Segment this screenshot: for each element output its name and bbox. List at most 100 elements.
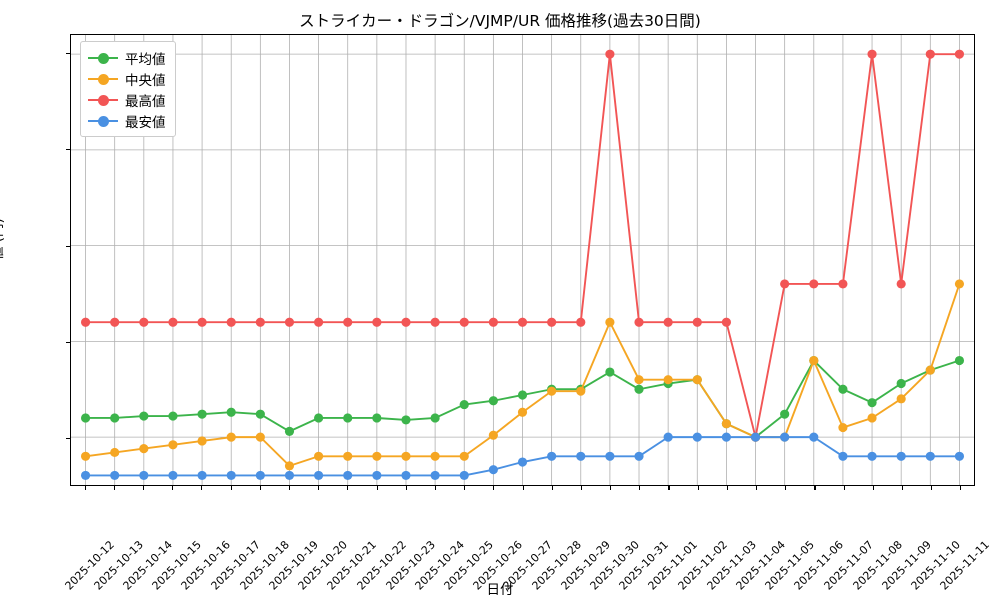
- legend-label: 平均値: [125, 51, 166, 68]
- data-point: [284, 317, 295, 327]
- data-point: [197, 436, 207, 446]
- x-axis-tick-mark: [814, 486, 816, 490]
- x-axis-tick-mark: [580, 486, 582, 490]
- y-axis-label: 値 (円): [0, 218, 6, 260]
- x-axis-tick-mark: [347, 486, 349, 490]
- data-point: [605, 451, 615, 461]
- x-axis-tick-mark: [610, 486, 612, 490]
- y-axis-tick-mark: [66, 53, 70, 55]
- x-axis-tick-mark: [230, 486, 232, 490]
- data-point: [430, 451, 440, 461]
- x-axis-label: 日付: [486, 582, 514, 598]
- data-point: [663, 432, 673, 442]
- x-axis-tick-mark: [434, 486, 436, 490]
- legend-swatch-icon: [88, 93, 118, 107]
- data-point: [314, 451, 324, 461]
- legend-label: 中央値: [125, 72, 166, 89]
- data-point: [372, 451, 382, 461]
- data-point: [954, 451, 965, 461]
- x-axis-tick-mark: [931, 486, 933, 490]
- data-point: [925, 451, 935, 461]
- x-axis-tick-mark: [843, 486, 845, 490]
- data-point: [139, 411, 149, 421]
- x-axis-tick-mark: [639, 486, 641, 490]
- data-point: [255, 317, 265, 327]
- data-point: [197, 409, 207, 419]
- data-point: [605, 49, 615, 59]
- data-point: [80, 413, 91, 423]
- x-axis-tick-mark: [551, 486, 553, 490]
- data-point: [896, 378, 906, 389]
- data-point: [780, 279, 790, 289]
- data-point: [343, 451, 353, 461]
- data-point: [954, 279, 965, 289]
- data-point: [139, 317, 149, 327]
- data-point: [576, 451, 586, 461]
- data-point: [401, 317, 411, 327]
- x-axis-tick-mark: [113, 486, 115, 490]
- data-point: [401, 415, 411, 425]
- legend-item[interactable]: 最安値: [88, 110, 166, 131]
- data-point: [168, 440, 178, 450]
- data-point: [80, 451, 91, 461]
- legend-label: 最安値: [125, 114, 166, 131]
- x-axis-tick-mark: [697, 486, 699, 490]
- data-point: [838, 451, 848, 461]
- data-point: [168, 470, 178, 481]
- x-axis-tick-mark: [785, 486, 787, 490]
- legend-item[interactable]: 中央値: [88, 68, 166, 89]
- data-point: [459, 470, 469, 481]
- chart-title: ストライカー・ドラゴン/VJMP/UR 価格推移(過去30日間): [299, 12, 701, 30]
- x-axis-tick-mark: [201, 486, 203, 490]
- data-point: [867, 451, 877, 461]
- x-axis-tick-mark: [960, 486, 962, 490]
- data-point: [255, 409, 265, 419]
- data-point: [547, 451, 557, 461]
- legend-swatch-icon: [88, 51, 118, 65]
- data-point: [372, 317, 382, 327]
- data-point: [750, 432, 761, 442]
- x-axis-tick-mark: [902, 486, 904, 490]
- data-point: [721, 317, 731, 327]
- data-point: [343, 413, 353, 423]
- data-point: [867, 413, 877, 423]
- legend-item[interactable]: 最高値: [88, 89, 166, 110]
- data-point: [372, 470, 382, 481]
- x-axis-tick-mark: [84, 486, 86, 490]
- data-point: [284, 470, 295, 481]
- data-point: [372, 413, 382, 423]
- data-point: [517, 407, 528, 417]
- data-point: [896, 451, 906, 461]
- x-axis-tick-mark: [259, 486, 261, 490]
- data-point: [634, 317, 644, 327]
- x-axis-tick-mark: [493, 486, 495, 490]
- legend-label: 最高値: [125, 93, 166, 110]
- x-axis-tick-mark: [726, 486, 728, 490]
- series-line: [84, 53, 961, 439]
- data-point: [780, 409, 790, 419]
- data-point: [896, 279, 906, 289]
- data-point: [168, 317, 178, 327]
- data-point: [430, 413, 440, 423]
- data-point: [488, 396, 498, 406]
- data-point: [809, 279, 819, 289]
- legend-item[interactable]: 平均値: [88, 47, 166, 68]
- data-point: [459, 451, 469, 461]
- data-point: [488, 430, 498, 440]
- data-point: [488, 465, 498, 475]
- x-axis-tick-mark: [756, 486, 758, 490]
- data-point: [721, 419, 731, 429]
- y-axis-tick-mark: [66, 149, 70, 151]
- data-point: [838, 279, 848, 289]
- data-point: [139, 470, 149, 481]
- data-point: [459, 317, 469, 327]
- data-point: [314, 413, 324, 423]
- data-point: [226, 432, 236, 442]
- x-axis-tick-mark: [318, 486, 320, 490]
- data-point: [226, 407, 236, 417]
- data-point: [343, 317, 353, 327]
- x-axis-tick-mark: [172, 486, 174, 490]
- data-point: [809, 355, 819, 366]
- data-point: [692, 375, 702, 385]
